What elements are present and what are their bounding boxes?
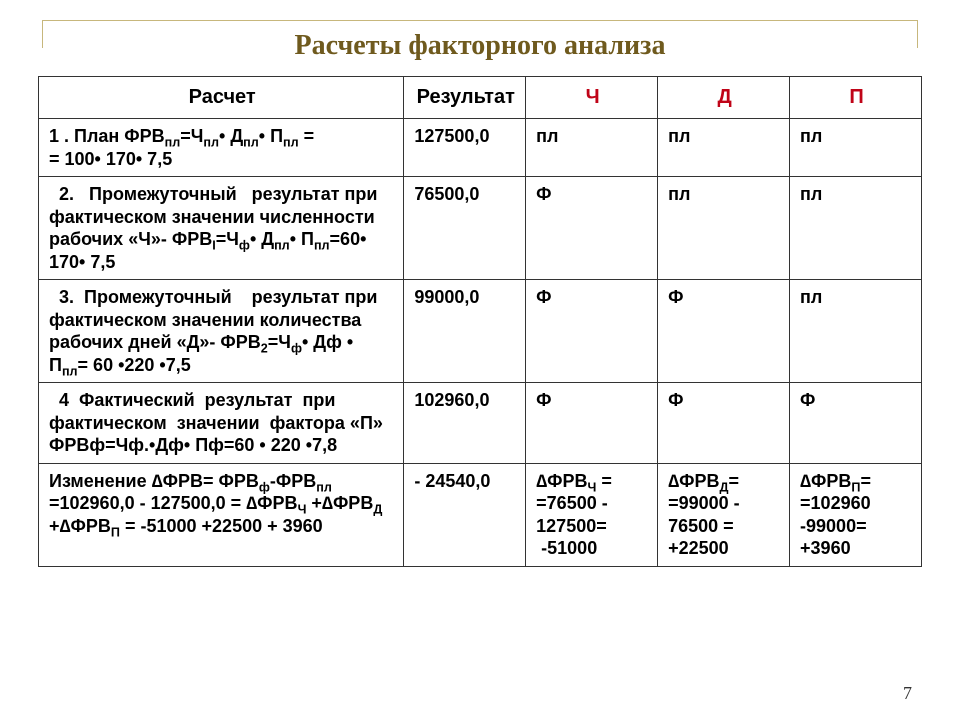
- cell-p: пл: [790, 280, 922, 383]
- table-header-row: Расчет Результат Ч Д П: [39, 77, 922, 119]
- table-row: Изменение ∆ФРВ= ФРВф-ФРВпл =102960,0 - 1…: [39, 463, 922, 566]
- cell-calc: 4 Фактический результат при фактическом …: [39, 383, 404, 464]
- cell-result: 102960,0: [404, 383, 526, 464]
- cell-calc: 1 . План ФРВпл=Чпл• Дпл• Ппл == 100• 170…: [39, 119, 404, 177]
- cell-calc: 2. Промежуточный результат при фактическ…: [39, 177, 404, 280]
- cell-d: ∆ФРВД= =99000 - 76500 = +22500: [658, 463, 790, 566]
- page-title: Расчеты факторного анализа: [38, 30, 922, 62]
- col-result: Результат: [404, 77, 526, 119]
- col-p: П: [790, 77, 922, 119]
- cell-calc: Изменение ∆ФРВ= ФРВф-ФРВпл =102960,0 - 1…: [39, 463, 404, 566]
- table-row: 2. Промежуточный результат при фактическ…: [39, 177, 922, 280]
- cell-d: пл: [658, 177, 790, 280]
- table-row: 3. Промежуточный результат при фактическ…: [39, 280, 922, 383]
- page-number: 7: [903, 683, 912, 704]
- cell-d: Ф: [658, 383, 790, 464]
- cell-result: - 24540,0: [404, 463, 526, 566]
- cell-d: Ф: [658, 280, 790, 383]
- cell-ch: Ф: [526, 177, 658, 280]
- cell-p: пл: [790, 177, 922, 280]
- cell-calc: 3. Промежуточный результат при фактическ…: [39, 280, 404, 383]
- cell-p: Ф: [790, 383, 922, 464]
- slide: Расчеты факторного анализа Расчет Резуль…: [0, 0, 960, 720]
- cell-result: 99000,0: [404, 280, 526, 383]
- factor-analysis-table: Расчет Результат Ч Д П 1 . План ФРВпл=Чп…: [38, 76, 922, 567]
- cell-d: пл: [658, 119, 790, 177]
- cell-result: 76500,0: [404, 177, 526, 280]
- cell-ch: пл: [526, 119, 658, 177]
- cell-ch: Ф: [526, 383, 658, 464]
- cell-result: 127500,0: [404, 119, 526, 177]
- table-row: 4 Фактический результат при фактическом …: [39, 383, 922, 464]
- col-d: Д: [658, 77, 790, 119]
- cell-p: пл: [790, 119, 922, 177]
- cell-ch: ∆ФРВЧ = =76500 - 127500= -51000: [526, 463, 658, 566]
- cell-p: ∆ФРВП= =102960 -99000= +3960: [790, 463, 922, 566]
- table-row: 1 . План ФРВпл=Чпл• Дпл• Ппл == 100• 170…: [39, 119, 922, 177]
- col-calc: Расчет: [39, 77, 404, 119]
- col-ch: Ч: [526, 77, 658, 119]
- cell-ch: Ф: [526, 280, 658, 383]
